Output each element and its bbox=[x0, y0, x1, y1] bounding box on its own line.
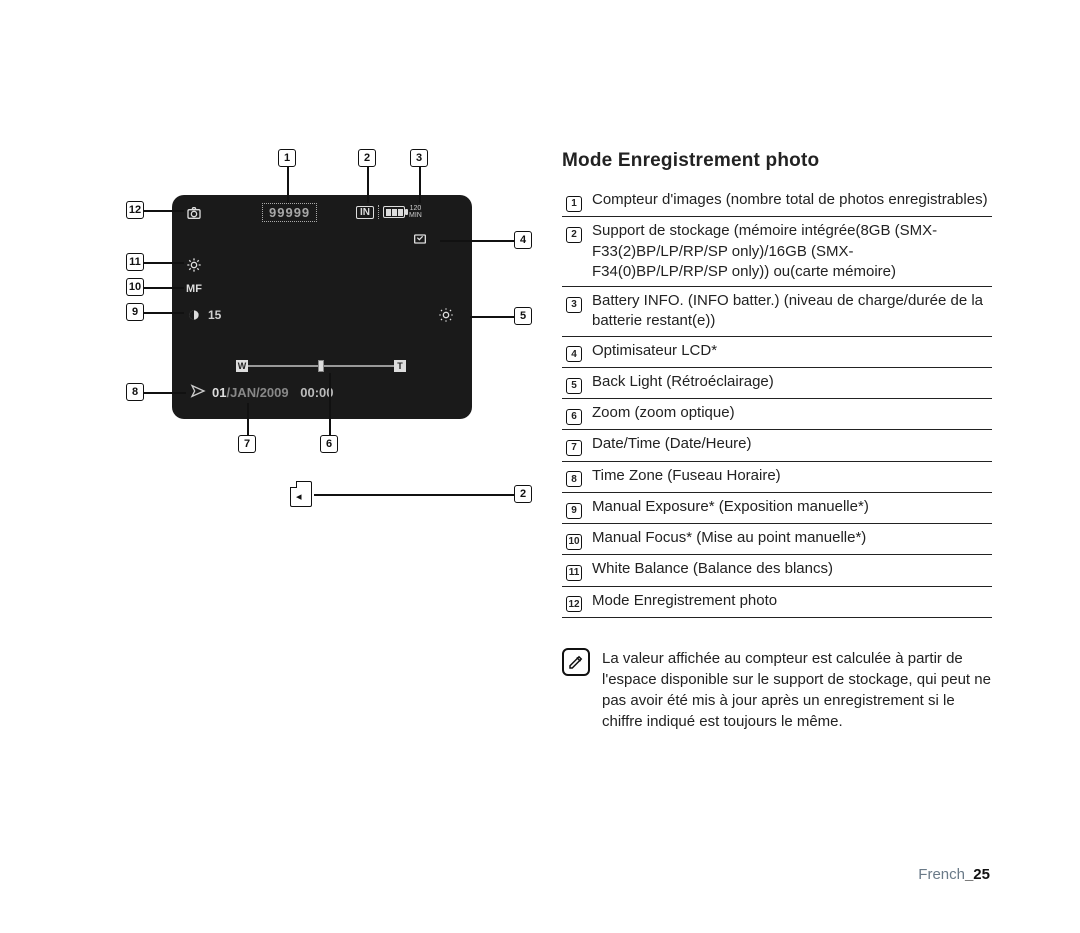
legend-row: 1 Compteur d'images (nombre total de phot… bbox=[562, 186, 992, 217]
backlight-icon bbox=[438, 307, 454, 323]
storage-indicator: IN bbox=[356, 206, 374, 219]
legend-table: 1 Compteur d'images (nombre total de phot… bbox=[562, 186, 992, 618]
date-year: 2009 bbox=[260, 385, 289, 400]
callout-1: 1 bbox=[278, 149, 296, 167]
legend-row: 12 Mode Enregistrement photo bbox=[562, 586, 992, 617]
legend-text: Time Zone (Fuseau Horaire) bbox=[588, 461, 992, 492]
manual-page: 99999 IN 120 MIN bbox=[0, 0, 1080, 933]
legend-num: 6 bbox=[566, 409, 582, 425]
legend-text: Mode Enregistrement photo bbox=[588, 586, 992, 617]
legend-text: Battery INFO. (INFO batter.) (niveau de … bbox=[588, 287, 992, 337]
legend-num: 4 bbox=[566, 346, 582, 362]
camera-icon bbox=[186, 205, 202, 221]
callout-11: 11 bbox=[126, 253, 144, 271]
legend-text: Zoom (zoom optique) bbox=[588, 399, 992, 430]
sd-card-icon: ◂ bbox=[290, 481, 312, 507]
legend-text: Manual Focus* (Mise au point manuelle*) bbox=[588, 524, 992, 555]
white-balance-icon bbox=[186, 257, 202, 273]
legend-row: 8 Time Zone (Fuseau Horaire) bbox=[562, 461, 992, 492]
legend-text: Back Light (Rétroéclairage) bbox=[588, 367, 992, 398]
legend-num: 12 bbox=[566, 596, 582, 612]
note-icon bbox=[562, 648, 590, 676]
manual-focus-icon: MF bbox=[186, 281, 202, 297]
legend-row: 9 Manual Exposure* (Exposition manuelle*) bbox=[562, 492, 992, 523]
legend-text: White Balance (Balance des blancs) bbox=[588, 555, 992, 586]
zoom-bar: W T bbox=[236, 360, 406, 372]
lcd-optimizer-icon bbox=[412, 231, 428, 247]
callout-12: 12 bbox=[126, 201, 144, 219]
legend-text: Support de stockage (mémoire intégrée(8G… bbox=[588, 217, 992, 287]
legend-row: 3 Battery INFO. (INFO batter.) (niveau de… bbox=[562, 287, 992, 337]
lcd-diagram: 99999 IN 120 MIN bbox=[120, 145, 540, 545]
legend-num: 8 bbox=[566, 471, 582, 487]
page-footer: French_25 bbox=[918, 866, 990, 883]
legend-num: 2 bbox=[566, 227, 582, 243]
legend-text: Compteur d'images (nombre total de photo… bbox=[588, 186, 992, 217]
zoom-w: W bbox=[236, 360, 248, 372]
date-day: 01 bbox=[212, 385, 226, 400]
legend-column: Mode Enregistrement photo 1 Compteur d'im… bbox=[562, 150, 992, 732]
date-time-row: 01/JAN/2009 00:00 bbox=[190, 383, 334, 402]
legend-num: 7 bbox=[566, 440, 582, 456]
callout-6: 6 bbox=[320, 435, 338, 453]
callout-2-bottom: 2 bbox=[514, 485, 532, 503]
footer-page: _25 bbox=[965, 866, 990, 883]
note-block: La valeur affichée au compteur est calcu… bbox=[562, 648, 992, 732]
exposure-value: 15 bbox=[208, 308, 221, 322]
image-counter: 99999 bbox=[262, 203, 317, 222]
note-text: La valeur affichée au compteur est calcu… bbox=[602, 648, 992, 732]
legend-row: 5 Back Light (Rétroéclairage) bbox=[562, 367, 992, 398]
date-month: /JAN/ bbox=[226, 385, 259, 400]
lcd-screen: 99999 IN 120 MIN bbox=[172, 195, 472, 419]
legend-num: 5 bbox=[566, 378, 582, 394]
legend-row: 6 Zoom (zoom optique) bbox=[562, 399, 992, 430]
legend-num: 9 bbox=[566, 503, 582, 519]
timezone-icon bbox=[190, 383, 206, 402]
battery-min-top: 120 bbox=[409, 205, 422, 212]
battery-min-bot: MIN bbox=[409, 212, 422, 219]
footer-lang: French bbox=[918, 866, 965, 883]
callout-7: 7 bbox=[238, 435, 256, 453]
callout-9: 9 bbox=[126, 303, 144, 321]
zoom-t: T bbox=[394, 360, 406, 372]
legend-text: Manual Exposure* (Exposition manuelle*) bbox=[588, 492, 992, 523]
legend-num: 3 bbox=[566, 297, 582, 313]
legend-text: Optimisateur LCD* bbox=[588, 336, 992, 367]
legend-num: 10 bbox=[566, 534, 582, 550]
callout-5: 5 bbox=[514, 307, 532, 325]
legend-num: 1 bbox=[566, 196, 582, 212]
callout-8: 8 bbox=[126, 383, 144, 401]
callout-3: 3 bbox=[410, 149, 428, 167]
legend-row: 7 Date/Time (Date/Heure) bbox=[562, 430, 992, 461]
callout-2-top: 2 bbox=[358, 149, 376, 167]
legend-num: 11 bbox=[566, 565, 582, 581]
callout-10: 10 bbox=[126, 278, 144, 296]
legend-row: 2 Support de stockage (mémoire intégrée(8… bbox=[562, 217, 992, 287]
section-title: Mode Enregistrement photo bbox=[562, 150, 992, 172]
callout-4: 4 bbox=[514, 231, 532, 249]
manual-exposure-icon bbox=[186, 307, 202, 323]
legend-row: 10 Manual Focus* (Mise au point manuelle*… bbox=[562, 524, 992, 555]
legend-text: Date/Time (Date/Heure) bbox=[588, 430, 992, 461]
battery-icon bbox=[383, 206, 405, 218]
legend-row: 11 White Balance (Balance des blancs) bbox=[562, 555, 992, 586]
legend-row: 4 Optimisateur LCD* bbox=[562, 336, 992, 367]
